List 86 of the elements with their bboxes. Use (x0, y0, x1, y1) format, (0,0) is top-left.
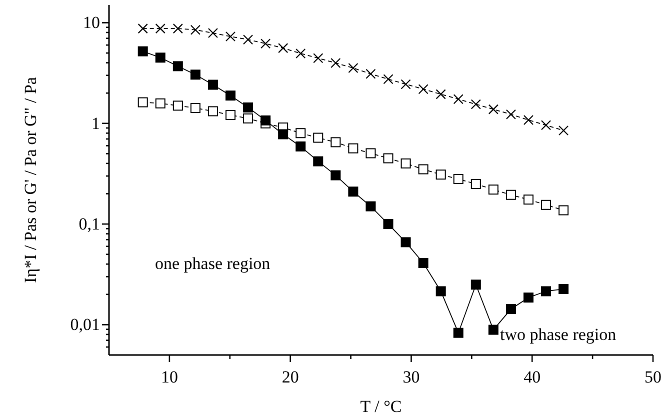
point (225, 31, 236, 42)
point (190, 103, 200, 114)
point (400, 79, 411, 90)
x-axis-title: T / °C (360, 397, 402, 416)
point (541, 286, 552, 296)
point (436, 286, 446, 296)
point (558, 284, 569, 294)
point (155, 52, 166, 63)
point (383, 74, 394, 84)
point (296, 48, 306, 59)
point (138, 97, 148, 108)
point (470, 280, 481, 290)
point (453, 174, 464, 184)
point (488, 324, 498, 335)
point (242, 34, 254, 45)
point (418, 84, 428, 94)
point (190, 70, 200, 80)
point (172, 24, 183, 34)
point (541, 200, 552, 210)
point (506, 304, 516, 314)
y-axis-title: Iη*I / Pas or G' / Pa or G" / Pa (21, 76, 40, 283)
point (400, 158, 411, 168)
y-tick-label: 1 (92, 114, 100, 133)
point (155, 24, 166, 34)
point (313, 132, 324, 143)
point (225, 90, 236, 101)
point (208, 80, 218, 90)
point (506, 190, 516, 200)
point (260, 38, 271, 49)
point (436, 89, 446, 100)
y-tick-label: 0,1 (78, 214, 100, 234)
x-tick-label: 20 (282, 368, 299, 387)
point (208, 28, 218, 38)
point (348, 186, 358, 197)
point (436, 170, 446, 180)
point (383, 219, 394, 230)
point (366, 148, 376, 158)
point (296, 141, 306, 152)
point (278, 129, 288, 140)
x-tick-label: 10 (160, 368, 178, 387)
point (243, 102, 254, 112)
point (172, 61, 183, 72)
point (383, 153, 394, 164)
point (366, 68, 376, 79)
point (523, 194, 534, 205)
point (155, 98, 166, 108)
point (488, 184, 498, 195)
x-tick-label: 50 (644, 368, 661, 387)
point (523, 292, 534, 303)
x-tick-label: 30 (402, 368, 420, 387)
point (506, 109, 516, 120)
point (400, 237, 411, 248)
point (313, 156, 324, 166)
point (330, 58, 341, 68)
point (523, 114, 534, 126)
point (453, 328, 464, 338)
point (470, 99, 481, 110)
point (348, 62, 358, 74)
y-tick-label: 0,01 (70, 315, 100, 334)
point (488, 104, 498, 114)
point (138, 46, 148, 56)
point (138, 24, 148, 34)
point (208, 106, 218, 116)
point (278, 43, 288, 54)
point (330, 170, 341, 180)
point (172, 100, 183, 111)
point (330, 137, 341, 148)
point (348, 143, 358, 154)
point (418, 258, 428, 268)
point (296, 128, 306, 138)
y-tick-label: 10 (83, 13, 100, 32)
annotation: two phase region (500, 325, 617, 344)
point (540, 120, 552, 130)
point (260, 115, 271, 126)
point (453, 94, 464, 104)
point (225, 110, 236, 120)
point (313, 53, 324, 64)
point (558, 205, 569, 216)
annotation: one phase region (155, 254, 271, 273)
point (190, 24, 200, 35)
x-tick-label: 40 (524, 368, 541, 387)
point (243, 113, 254, 124)
point (418, 164, 428, 174)
point (366, 201, 376, 212)
point (558, 125, 569, 136)
point (470, 178, 481, 189)
